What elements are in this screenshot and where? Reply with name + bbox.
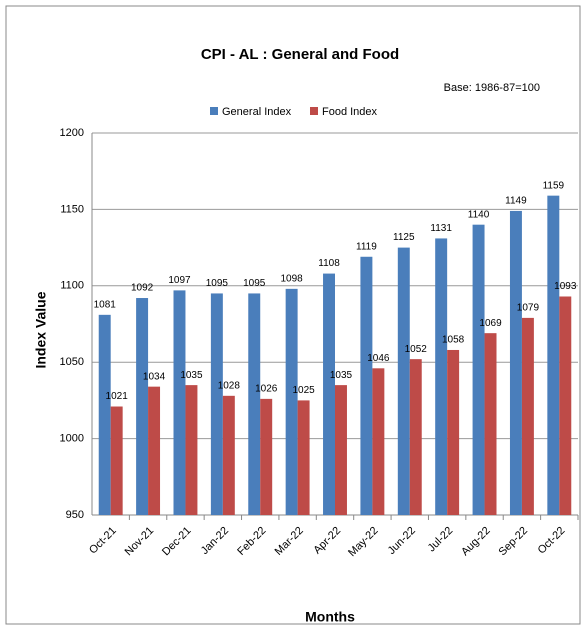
bar	[472, 224, 485, 515]
bar	[323, 273, 335, 515]
x-tick-label: Oct-22	[536, 525, 568, 557]
data-label: 1069	[479, 318, 502, 329]
x-tick-label: Aug-22	[459, 525, 493, 559]
chart-title: CPI - AL : General and Food	[201, 46, 399, 63]
data-label: 1021	[106, 391, 129, 402]
data-label: 1026	[255, 384, 278, 395]
x-tick-label: May-22	[346, 525, 380, 559]
x-tick-label: Jan-22	[199, 525, 231, 557]
legend-label: General Index	[222, 106, 292, 118]
data-label: 1025	[292, 385, 315, 396]
data-label: 1149	[505, 196, 527, 207]
data-label: 1052	[405, 344, 428, 355]
x-tick-label: Jun-22	[386, 525, 418, 557]
bar	[559, 296, 572, 515]
data-label: 1095	[206, 278, 229, 289]
data-label: 1159	[543, 180, 565, 191]
data-label: 1108	[318, 258, 340, 269]
data-label: 1125	[393, 232, 415, 243]
y-tick-label: 950	[66, 509, 84, 521]
bar	[397, 247, 410, 515]
bar	[435, 238, 448, 515]
y-tick-label: 1000	[60, 433, 84, 445]
bar	[222, 395, 235, 515]
bar	[248, 293, 261, 515]
x-tick-label: Mar-22	[273, 525, 306, 558]
data-label: 1058	[442, 335, 465, 346]
x-tick-label: Sep-22	[497, 525, 531, 559]
x-tick-label: Dec-21	[160, 525, 194, 559]
data-label: 1035	[330, 370, 353, 381]
bar	[509, 210, 522, 516]
data-label: 1046	[367, 353, 390, 364]
bar	[110, 406, 123, 515]
y-axis-title: Index Value	[33, 291, 49, 368]
y-tick-label: 1150	[60, 203, 84, 215]
x-tick-label: Feb-22	[235, 525, 268, 558]
data-label: 1131	[430, 223, 452, 234]
chart-frame	[5, 5, 581, 625]
x-tick-label: Apr-22	[311, 525, 343, 557]
bar	[521, 317, 534, 515]
y-tick-label: 1100	[60, 280, 84, 292]
y-tick-label: 1050	[60, 356, 84, 368]
bar	[148, 386, 161, 515]
annotation: Base: 1986-87=100	[444, 82, 540, 94]
data-label: 1097	[168, 275, 191, 286]
bar	[297, 400, 310, 515]
data-label: 1095	[243, 278, 266, 289]
bar	[360, 256, 373, 515]
bar	[185, 385, 198, 515]
x-axis-title: Months	[305, 609, 355, 625]
bar	[285, 288, 298, 515]
bar	[547, 195, 560, 515]
bar	[484, 333, 497, 515]
legend-swatch	[310, 107, 318, 115]
bar	[335, 385, 347, 515]
legend-swatch	[210, 107, 218, 115]
bar	[260, 398, 273, 515]
data-label: 1092	[131, 283, 154, 294]
data-label: 1081	[94, 299, 117, 310]
x-tick-label: Jul-22	[426, 525, 456, 555]
bar	[447, 349, 460, 515]
y-tick-label: 1200	[60, 127, 84, 139]
bar	[409, 359, 422, 515]
x-tick-label: Nov-21	[123, 525, 157, 559]
bar	[372, 368, 385, 515]
data-label: 1035	[180, 370, 203, 381]
data-label: 1028	[218, 380, 241, 391]
bar	[210, 293, 223, 515]
bar	[98, 314, 111, 515]
x-tick-label: Oct-21	[87, 525, 119, 557]
bar	[136, 298, 149, 515]
data-label: 1119	[356, 241, 377, 252]
data-label: 1098	[281, 273, 304, 284]
legend-label: Food Index	[322, 106, 378, 118]
data-label: 1079	[517, 303, 540, 314]
data-label: 1034	[143, 371, 166, 382]
data-label: 1093	[554, 281, 577, 292]
bar	[173, 290, 186, 515]
data-label: 1140	[468, 209, 490, 220]
